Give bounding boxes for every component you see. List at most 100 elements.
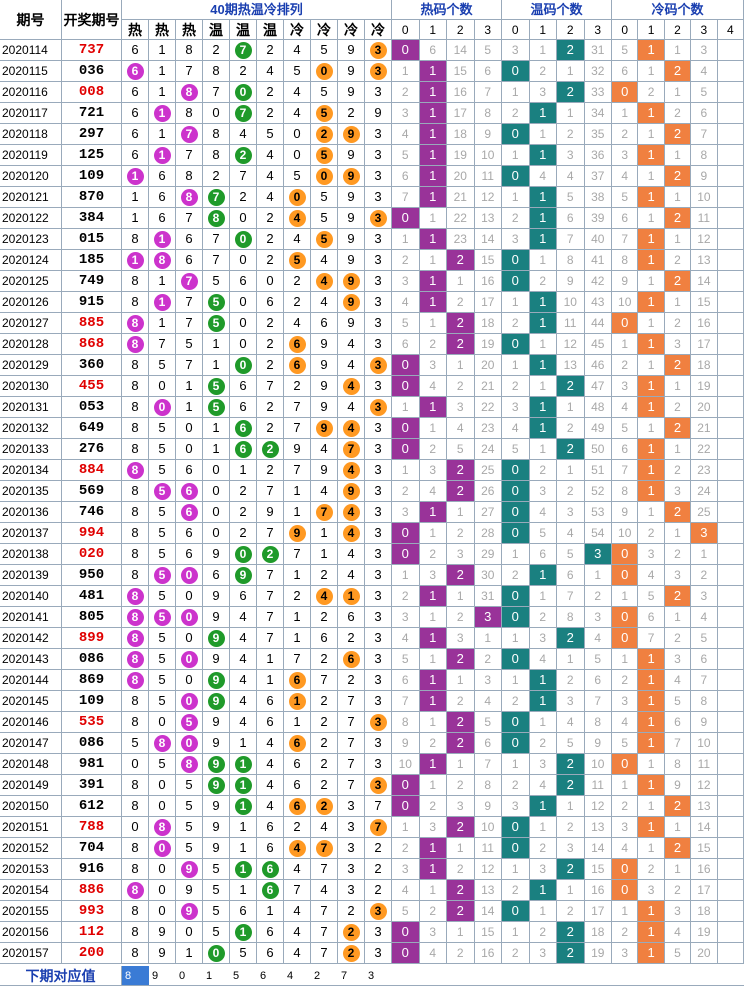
arrangement-cell: 2 [311, 124, 338, 145]
arrangement-cell: 3 [365, 124, 392, 145]
hot-count-mark: 2 [447, 733, 475, 754]
arrangement-cell: 8 [122, 775, 149, 796]
warm-count-cell: 37 [584, 166, 612, 187]
cold-count-cell: 1 [638, 313, 665, 334]
arrangement-cell: 4 [311, 880, 338, 901]
arrangement-cell: 1 [230, 838, 257, 859]
arrangement-cell: 2 [338, 628, 365, 649]
hot-count-cell: 2 [447, 691, 475, 712]
cold-count-cell: 8 [612, 481, 639, 502]
cold-number-ball: 9 [342, 483, 360, 500]
cold-number-ball: 3 [369, 42, 387, 59]
arrangement-cell: 3 [338, 796, 365, 817]
arrangement-cell: 9 [203, 712, 230, 733]
prize-cell: 886 [62, 880, 122, 901]
arrangement-cell: 7 [203, 187, 230, 208]
warm-count-cell: 1 [557, 61, 585, 82]
warm-count-cell: 1 [502, 82, 530, 103]
hot-count-mark: 3 [474, 607, 502, 628]
hot-count-cell: 13 [474, 880, 502, 901]
arrangement-cell: 1 [149, 124, 176, 145]
cold-count-cell: 3 [664, 565, 692, 586]
arrangement-cell: 6 [257, 922, 284, 943]
cold-number-ball: 4 [315, 273, 333, 290]
arrangement-cell: 3 [365, 166, 392, 187]
cold-number-ball: 1 [342, 588, 360, 605]
cold-number-ball: 9 [342, 273, 360, 290]
arrangement-cell: 8 [149, 817, 176, 838]
arrangement-cell: 8 [122, 418, 149, 439]
warm-count-cell: 10 [584, 754, 612, 775]
cold-number-ball: 4 [342, 504, 360, 521]
arrangement-cell: 3 [365, 313, 392, 334]
hot-count-cell: 1 [447, 502, 475, 523]
warm-count-mark: 3 [584, 544, 612, 565]
prize-cell: 384 [62, 208, 122, 229]
cold-count-cell: 2 [612, 670, 639, 691]
cold-number-ball: 2 [342, 945, 360, 962]
arrangement-cell: 2 [311, 796, 338, 817]
arrangement-cell: 6 [230, 439, 257, 460]
warm-count-header-2: 2 [557, 20, 585, 40]
cold-count-cell: 6 [691, 103, 718, 124]
warm-number-ball: 1 [234, 861, 252, 878]
arrangement-cell: 4 [311, 586, 338, 607]
arrangement-cell: 8 [122, 376, 149, 397]
hot-count-cell: 3 [419, 355, 447, 376]
cold-count-cell-4 [717, 712, 744, 733]
cold-count-cell: 2 [664, 460, 692, 481]
arrangement-cell: 9 [311, 418, 338, 439]
warm-count-cell: 5 [529, 523, 557, 544]
issue-cell: 2020114 [0, 40, 62, 61]
arrangement-cell: 9 [311, 397, 338, 418]
hot-count-cell: 24 [474, 439, 502, 460]
arrangement-cell: 3 [365, 775, 392, 796]
cold-count-cell: 1 [638, 355, 665, 376]
arrangement-cell: 7 [338, 775, 365, 796]
cold-count-cell: 5 [638, 586, 665, 607]
cold-count-cell-4 [717, 670, 744, 691]
warm-count-mark: 2 [557, 40, 585, 61]
arrangement-cell: 1 [230, 817, 257, 838]
hot-number-ball: 8 [126, 609, 144, 626]
cold-count-cell-4 [717, 544, 744, 565]
warm-count-cell: 1 [557, 103, 585, 124]
cold-count-cell: 16 [691, 859, 718, 880]
arrangement-cell: 2 [311, 775, 338, 796]
warm-count-mark: 1 [529, 355, 557, 376]
prize-cell: 360 [62, 355, 122, 376]
cold-count-cell: 2 [664, 880, 692, 901]
hot-count-cell: 1 [419, 418, 447, 439]
hot-count-cell: 20 [447, 166, 475, 187]
cold-number-ball: 7 [315, 840, 333, 857]
hot-number-ball: 1 [126, 168, 144, 185]
hot-count-cell: 4 [392, 292, 420, 313]
hot-count-cell: 23 [474, 418, 502, 439]
warm-count-cell: 2 [529, 922, 557, 943]
arrangement-cell: 9 [230, 565, 257, 586]
warm-count-cell: 1 [502, 754, 530, 775]
hot-count-cell: 4 [447, 418, 475, 439]
arrangement-cell: 3 [365, 250, 392, 271]
arrangement-cell: 2 [365, 880, 392, 901]
arrangement-cell: 5 [149, 502, 176, 523]
cold-count-mark: 3 [691, 523, 718, 544]
hot-count-mark: 1 [419, 754, 447, 775]
cold-count-cell: 22 [691, 439, 718, 460]
arrangement-cell: 8 [122, 796, 149, 817]
arrangement-cell: 0 [230, 292, 257, 313]
warm-count-cell: 1 [529, 712, 557, 733]
hot-count-mark: 2 [447, 481, 475, 502]
arrangement-cell: 0 [230, 544, 257, 565]
arrangement-cell: 5 [284, 61, 311, 82]
hot-count-cell: 2 [447, 943, 475, 964]
arr-header-2: 热 [176, 20, 203, 40]
warm-count-cell: 11 [557, 313, 585, 334]
arrangement-cell: 4 [257, 775, 284, 796]
hot-number-ball: 8 [180, 189, 198, 206]
hot-count-cell: 2 [447, 523, 475, 544]
warm-count-mark: 0 [502, 61, 530, 82]
arrangement-cell: 5 [176, 796, 203, 817]
hot-count-mark: 1 [419, 229, 447, 250]
warm-count-cell: 2 [529, 460, 557, 481]
